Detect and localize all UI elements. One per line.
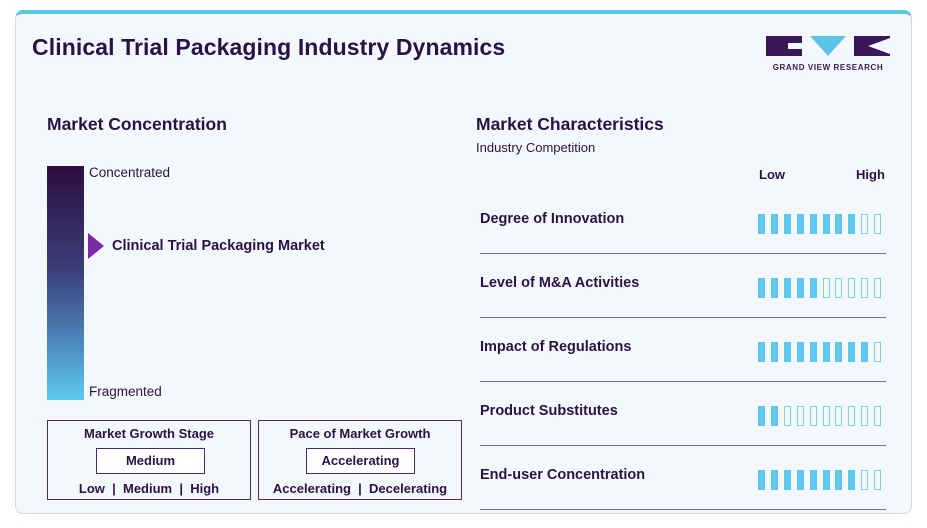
rating-segment-filled (758, 470, 765, 490)
row-divider (480, 509, 886, 510)
row-divider (480, 445, 886, 446)
characteristic-row: Product Substitutes (480, 382, 886, 446)
concentrated-label: Concentrated (89, 165, 171, 180)
characteristic-label: Product Substitutes (480, 403, 618, 419)
growth-pace-options: Accelerating | Decelerating (272, 481, 448, 496)
rating-segment-filled (770, 406, 778, 426)
rating-segment-empty (809, 406, 817, 426)
characteristic-label: End-user Concentration (480, 467, 646, 483)
logo-mark-left (766, 36, 802, 56)
market-characteristics-title: Market Characteristics (476, 114, 664, 134)
rating-bar (758, 278, 888, 300)
rating-segment-filled (809, 342, 817, 362)
pace-of-growth-box: Pace of Market Growth Accelerating Accel… (258, 420, 462, 500)
rating-segment-filled (822, 342, 830, 362)
rating-segment-filled (783, 342, 791, 362)
logo-text: GRAND VIEW RESEARCH (772, 63, 884, 72)
rating-segment-filled (848, 342, 856, 362)
characteristic-label: Level of M&A Activities (480, 275, 640, 291)
rating-segment-empty (848, 406, 856, 426)
growth-stage-value: Medium (96, 448, 205, 474)
rating-segment-empty (874, 406, 882, 426)
rating-bar (758, 470, 888, 492)
market-growth-stage-box: Market Growth Stage Medium Low | Medium … (47, 420, 251, 500)
market-pointer-icon (88, 233, 104, 259)
fragmented-label: Fragmented (89, 384, 162, 399)
rating-segment-filled (758, 278, 765, 298)
rating-segment-filled (796, 214, 804, 234)
industry-competition-subtitle: Industry Competition (476, 140, 596, 155)
rating-segment-empty (874, 278, 882, 298)
rating-segment-empty (861, 406, 869, 426)
characteristic-row: Degree of Innovation (480, 190, 886, 254)
page-title: Clinical Trial Packaging Industry Dynami… (32, 34, 506, 60)
rating-segment-empty (861, 214, 869, 234)
rating-segment-filled (809, 278, 817, 298)
rating-segment-filled (796, 342, 804, 362)
characteristic-label: Impact of Regulations (480, 339, 632, 355)
characteristic-row: Impact of Regulations (480, 318, 886, 382)
scale-high-label: High (856, 167, 885, 182)
growth-pace-value: Accelerating (306, 448, 415, 474)
rating-segment-filled (758, 342, 765, 362)
rating-segment-empty (822, 278, 830, 298)
rating-segment-filled (783, 470, 791, 490)
rating-segment-filled (783, 214, 791, 234)
characteristic-row: End-user Concentration (480, 446, 886, 510)
rating-segment-filled (835, 470, 843, 490)
row-divider (480, 381, 886, 382)
rating-bar (758, 342, 888, 364)
rating-bar (758, 214, 888, 236)
rating-segment-empty (822, 406, 830, 426)
dynamics-card: Clinical Trial Packaging Industry Dynami… (15, 10, 912, 514)
market-concentration-title: Market Concentration (47, 114, 227, 134)
market-position-label: Clinical Trial Packaging Market (112, 238, 325, 254)
rating-segment-filled (758, 214, 765, 234)
rating-segment-empty (783, 406, 791, 426)
grand-view-research-logo: GRAND VIEW RESEARCH (766, 36, 890, 76)
rating-segment-filled (783, 278, 791, 298)
rating-segment-filled (848, 214, 856, 234)
rating-segment-empty (874, 470, 882, 490)
rating-segment-filled (796, 278, 804, 298)
rating-segment-empty (796, 406, 804, 426)
concentration-gradient-bar (47, 166, 84, 400)
growth-pace-title: Pace of Market Growth (289, 426, 431, 441)
rating-segment-filled (835, 342, 843, 362)
rating-segment-filled (848, 470, 856, 490)
rating-segment-filled (809, 470, 817, 490)
rating-segment-filled (770, 470, 778, 490)
rating-segment-filled (809, 214, 817, 234)
rating-segment-empty (861, 470, 869, 490)
logo-mark-triangle (810, 36, 846, 56)
rating-segment-empty (874, 214, 882, 234)
rating-segment-empty (835, 278, 843, 298)
scale-low-label: Low (759, 167, 785, 182)
characteristic-row: Level of M&A Activities (480, 254, 886, 318)
rating-bar (758, 406, 888, 428)
rating-segment-filled (835, 214, 843, 234)
rating-segment-filled (770, 214, 778, 234)
rating-segment-empty (874, 342, 882, 362)
rating-segment-filled (758, 406, 765, 426)
rating-segment-filled (861, 342, 869, 362)
rating-segment-filled (796, 470, 804, 490)
rating-segment-empty (861, 278, 869, 298)
logo-mark-right (854, 36, 890, 56)
rating-segment-filled (822, 470, 830, 490)
rating-segment-empty (848, 278, 856, 298)
growth-stage-options: Low | Medium | High (78, 481, 220, 496)
rating-segment-empty (835, 406, 843, 426)
growth-stage-title: Market Growth Stage (83, 426, 215, 441)
rating-segment-filled (770, 342, 778, 362)
rating-segment-filled (822, 214, 830, 234)
row-divider (480, 317, 886, 318)
rating-segment-filled (770, 278, 778, 298)
characteristic-label: Degree of Innovation (480, 211, 625, 227)
row-divider (480, 253, 886, 254)
